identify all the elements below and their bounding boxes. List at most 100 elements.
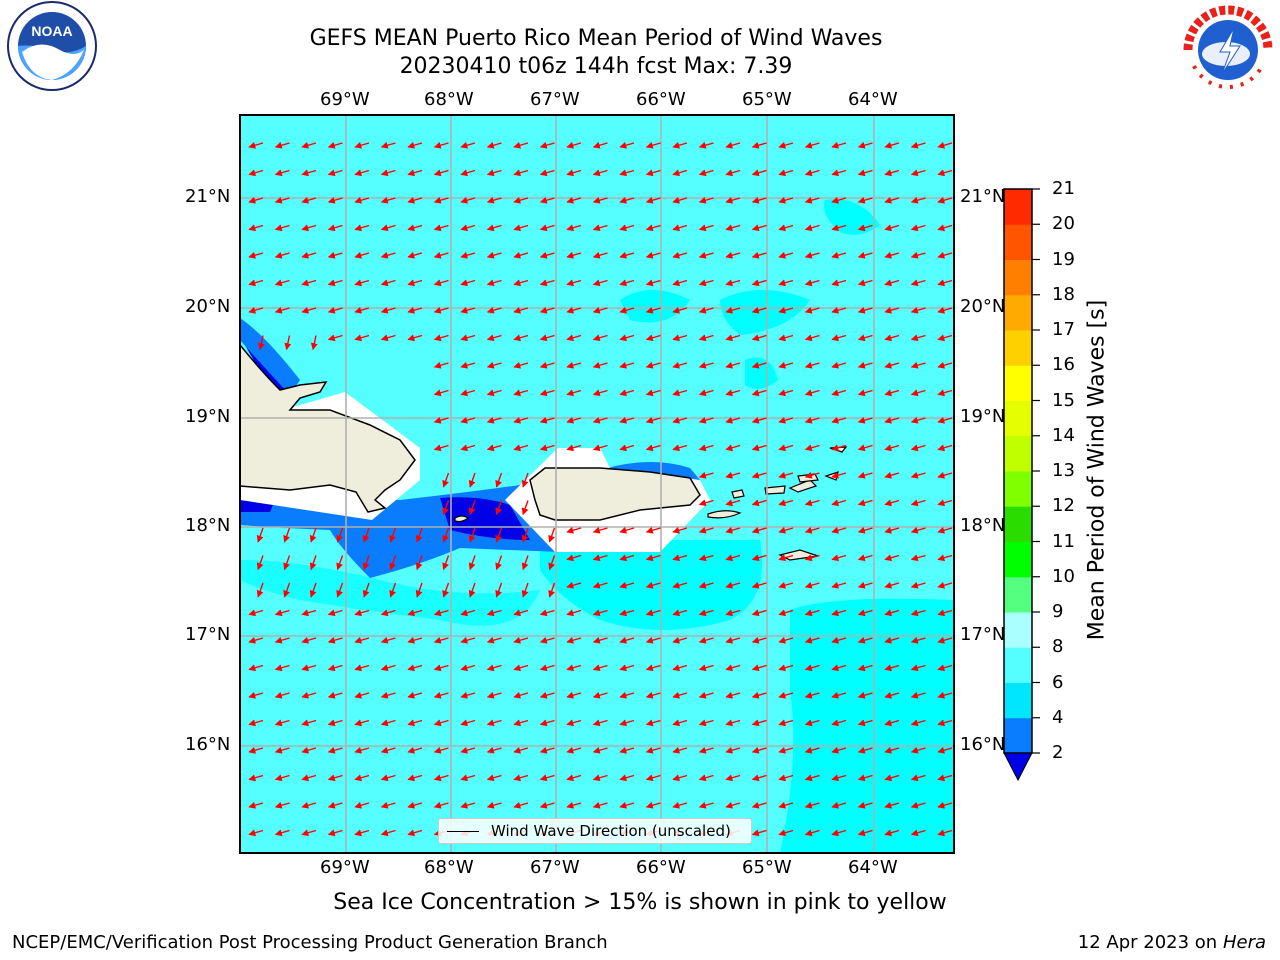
wave-direction-arrow bbox=[619, 334, 635, 342]
wave-direction-arrow bbox=[645, 691, 661, 699]
wave-direction-arrow bbox=[619, 444, 635, 452]
wave-direction-arrow bbox=[831, 334, 847, 342]
colorbar-tick-label: 13 bbox=[1052, 460, 1075, 481]
wave-direction-arrow bbox=[513, 196, 529, 204]
wave-direction-arrow bbox=[937, 471, 953, 479]
wave-direction-arrow bbox=[778, 801, 794, 809]
wave-direction-arrow bbox=[460, 224, 476, 232]
wave-direction-arrow bbox=[698, 691, 714, 699]
wave-direction-arrow bbox=[937, 829, 953, 837]
wave-direction-arrow bbox=[645, 554, 661, 562]
wave-direction-arrow bbox=[804, 306, 820, 314]
wave-direction-arrow bbox=[804, 609, 820, 617]
wave-direction-arrow bbox=[486, 224, 502, 232]
wave-direction-arrow bbox=[407, 801, 423, 809]
wave-direction-arrow bbox=[592, 196, 608, 204]
wave-direction-arrow bbox=[698, 389, 714, 397]
wave-direction-arrow bbox=[415, 527, 423, 543]
lon-label-bottom: 67°W bbox=[530, 857, 580, 878]
wave-direction-arrow bbox=[274, 251, 290, 259]
wave-direction-arrow bbox=[857, 719, 873, 727]
noaa-logo: NOAA bbox=[7, 1, 97, 91]
wave-direction-arrow bbox=[274, 306, 290, 314]
wave-direction-arrow bbox=[327, 169, 343, 177]
wave-direction-arrow bbox=[354, 691, 370, 699]
wave-direction-arrow bbox=[831, 691, 847, 699]
hispaniola-land bbox=[240, 343, 416, 513]
wave-direction-arrow bbox=[513, 746, 529, 754]
wave-direction-arrow bbox=[327, 636, 343, 644]
colorbar-tick-label: 19 bbox=[1052, 248, 1075, 270]
wave-direction-arrow bbox=[645, 526, 661, 534]
wave-direction-arrow bbox=[725, 554, 741, 562]
wave-direction-arrow bbox=[592, 801, 608, 809]
wave-direction-arrow bbox=[751, 636, 767, 644]
wave-direction-arrow bbox=[910, 746, 926, 754]
wave-direction-arrow bbox=[672, 801, 688, 809]
wave-direction-arrow bbox=[672, 306, 688, 314]
wave-direction-arrow bbox=[486, 746, 502, 754]
wave-direction-arrow bbox=[486, 251, 502, 259]
wave-direction-arrow bbox=[857, 664, 873, 672]
colorbar-tick-label: 18 bbox=[1052, 283, 1075, 305]
wave-direction-arrow bbox=[645, 361, 661, 369]
wave-direction-arrow bbox=[698, 499, 714, 507]
footer-date: 12 Apr 2023 on Hera bbox=[1078, 932, 1266, 953]
wave-direction-arrow bbox=[460, 279, 476, 287]
wave-direction-arrow bbox=[831, 801, 847, 809]
wave-direction-arrow bbox=[592, 444, 608, 452]
wave-direction-arrow bbox=[354, 774, 370, 782]
wave-direction-arrow bbox=[248, 719, 264, 727]
wave-direction-arrow bbox=[495, 582, 503, 598]
wave-direction-arrow bbox=[937, 774, 953, 782]
wave-direction-arrow bbox=[857, 196, 873, 204]
wave-direction-arrow bbox=[751, 471, 767, 479]
chart-title: GEFS MEAN Puerto Rico Mean Period of Win… bbox=[309, 26, 883, 51]
colorbar-segment bbox=[1004, 294, 1032, 331]
wave-direction-arrow bbox=[937, 416, 953, 424]
wave-direction-arrow bbox=[539, 361, 555, 369]
wave-direction-arrow bbox=[751, 609, 767, 617]
wave-direction-arrow bbox=[831, 829, 847, 837]
wave-direction-arrow bbox=[672, 279, 688, 287]
wave-direction-arrow bbox=[778, 774, 794, 782]
wave-direction-arrow bbox=[698, 444, 714, 452]
wave-direction-arrow bbox=[566, 801, 582, 809]
wave-direction-arrow bbox=[380, 334, 396, 342]
wave-direction-arrow bbox=[937, 141, 953, 149]
wave-direction-arrow bbox=[566, 224, 582, 232]
wave-direction-arrow bbox=[407, 196, 423, 204]
wave-direction-arrow bbox=[486, 334, 502, 342]
lon-label-bottom: 69°W bbox=[320, 857, 370, 878]
wave-direction-arrow bbox=[301, 224, 317, 232]
wave-direction-arrow bbox=[857, 499, 873, 507]
wave-direction-arrow bbox=[751, 526, 767, 534]
colorbar-tick-label: 4 bbox=[1052, 706, 1064, 728]
wave-direction-arrow bbox=[407, 169, 423, 177]
wave-direction-arrow bbox=[460, 774, 476, 782]
wave-direction-arrow bbox=[725, 334, 741, 342]
wave-direction-arrow bbox=[327, 691, 343, 699]
wave-direction-arrow bbox=[433, 196, 449, 204]
wave-direction-arrow bbox=[433, 746, 449, 754]
wave-direction-arrow bbox=[884, 746, 900, 754]
wave-direction-arrow bbox=[539, 169, 555, 177]
wave-direction-arrow bbox=[672, 719, 688, 727]
wave-direction-arrow bbox=[433, 691, 449, 699]
colorbar-tick-label: 10 bbox=[1052, 565, 1075, 587]
wave-direction-arrow bbox=[910, 361, 926, 369]
wave-direction-arrow bbox=[645, 169, 661, 177]
map-legend: Wind Wave Direction (unscaled) bbox=[438, 818, 752, 844]
wave-direction-arrow bbox=[751, 279, 767, 287]
footer-date-text: 12 Apr 2023 on bbox=[1077, 932, 1218, 953]
wave-direction-arrow bbox=[804, 719, 820, 727]
wave-direction-arrow bbox=[778, 636, 794, 644]
wave-direction-arrow bbox=[460, 251, 476, 259]
wave-direction-arrow bbox=[407, 774, 423, 782]
wave-direction-arrow bbox=[725, 499, 741, 507]
wave-direction-arrow bbox=[804, 196, 820, 204]
wave-direction-arrow bbox=[592, 306, 608, 314]
wave-direction-arrow bbox=[274, 141, 290, 149]
virgin-islands-3 bbox=[797, 473, 819, 483]
